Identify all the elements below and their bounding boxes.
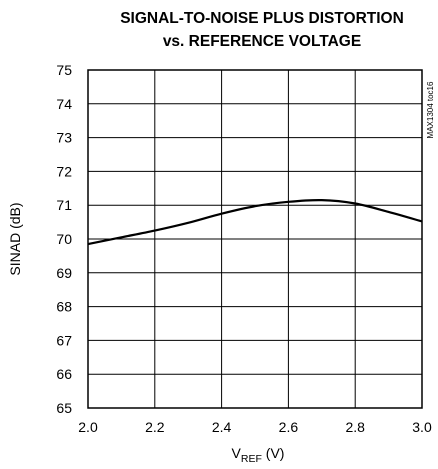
y-tick-label: 68 <box>56 299 72 315</box>
series-line-0 <box>87 198 423 246</box>
x-axis-label: VREF (V) <box>232 445 285 465</box>
y-tick-label: 70 <box>56 231 72 247</box>
y-tick-label: 67 <box>56 332 72 348</box>
x-axis-label-main: V <box>232 445 242 461</box>
chart-title-line1: SIGNAL-TO-NOISE PLUS DISTORTION <box>120 10 404 27</box>
y-tick-label: 73 <box>56 130 72 146</box>
x-tick-label: 2.6 <box>279 419 299 435</box>
x-tick-label: 2.8 <box>345 419 365 435</box>
chart-title-line2: vs. REFERENCE VOLTAGE <box>163 33 361 50</box>
grid <box>87 69 423 409</box>
series <box>87 198 423 246</box>
y-tick-label: 71 <box>56 197 72 213</box>
y-axis-label: SINAD (dB) <box>7 202 23 275</box>
plot-frame <box>87 69 423 409</box>
x-tick-label: 2.0 <box>78 419 98 435</box>
y-tick-label: 72 <box>56 163 72 179</box>
y-tick-label: 66 <box>56 366 72 382</box>
x-tick-label: 2.2 <box>145 419 165 435</box>
y-tick-label: 74 <box>56 96 72 112</box>
y-tick-label: 75 <box>56 62 72 78</box>
x-tick-label: 2.4 <box>212 419 232 435</box>
x-axis-label-unit: (V) <box>262 445 285 461</box>
tick-labels: 2.0 2.2 2.4 2.6 2.8 3.0 65 66 67 68 69 70 71 72 73 74 75 <box>56 62 432 435</box>
x-axis-label-subscript: REF <box>241 453 262 465</box>
y-tick-label: 65 <box>56 400 72 416</box>
x-tick-label: 3.0 <box>412 419 432 435</box>
figure-id-note: MAX1304 toc16 <box>426 81 435 138</box>
y-tick-label: 69 <box>56 265 72 281</box>
